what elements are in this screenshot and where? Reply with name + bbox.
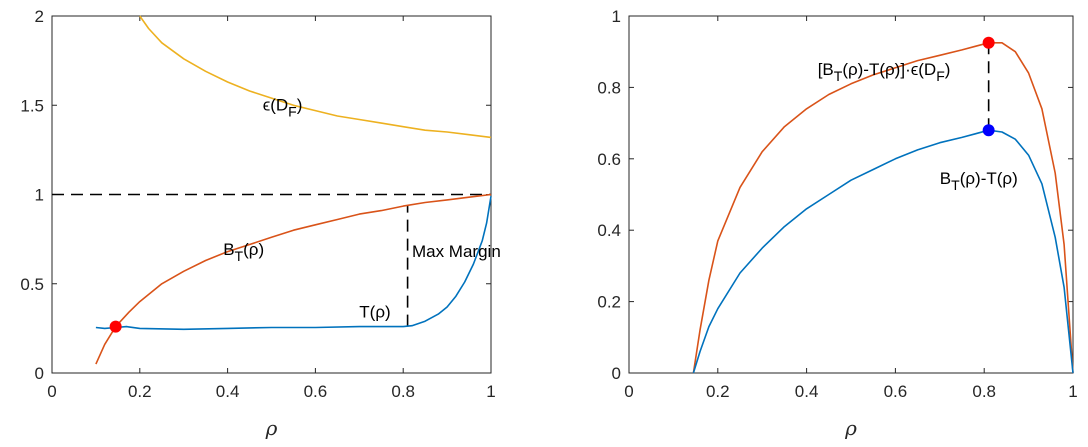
data-point-marker [109,320,122,333]
x-tick-label: 0.2 [706,382,730,401]
data-point-marker [982,36,995,49]
y-tick-label: 0.5 [20,275,44,294]
x-tick-label: 0.8 [391,382,415,401]
series-line-t [95,196,492,331]
series-line-diff [692,129,1074,374]
y-tick-label: 0.8 [597,78,621,97]
x-tick-label: 0.2 [128,382,152,401]
annotation-diff: BT(ρ)-T(ρ) [940,169,1018,193]
x-axis-label: ρ [265,416,278,440]
x-tick-label: 0.8 [972,382,996,401]
x-tick-label: 0 [624,382,633,401]
annotation-eps: ϵ(DF) [263,96,303,120]
x-tick-label: 0.4 [216,382,240,401]
y-tick-label: 1 [612,7,621,26]
series-line-bt [95,193,492,365]
right-chart: 0 0.2 0.4 0.6 0.8 1 0 0.2 0.4 0.6 0.8 1 ρ [BT(ρ)-T(ρ)… [597,7,1077,440]
x-tick-label: 0 [47,382,56,401]
y-tick-label: 1.5 [20,96,44,115]
x-tick-label: 1 [486,382,495,401]
left-chart: 0 0.2 0.4 0.6 0.8 1 0 0.5 1 1.5 2 ρ ϵ(DF) BT(ρ) Max Ma… [20,7,500,440]
data-point-marker [982,124,995,137]
x-axis-label: ρ [844,416,857,440]
y-tick-label: 0.4 [597,221,621,240]
y-tick-label: 0 [35,364,44,383]
y-tick-label: 0.6 [597,150,621,169]
x-tick-label: 0.6 [304,382,328,401]
y-tick-label: 1 [35,186,44,205]
x-tick-label: 0.6 [884,382,908,401]
y-tick-label: 2 [35,7,44,26]
series-line-product [692,42,1074,374]
series-line-epsilon [139,15,492,139]
x-tick-label: 1 [1068,382,1077,401]
axes-box [628,15,1074,374]
annotation-product: [BT(ρ)-T(ρ)]·ϵ(DF) [818,60,951,84]
annotation-maxmargin: Max Margin [412,242,501,261]
y-tick-label: 0.2 [597,293,621,312]
annotation-t: T(ρ) [359,303,390,322]
y-tick-label: 0 [612,364,621,383]
annotation-bt: BT(ρ) [223,240,264,264]
x-tick-label: 0.4 [795,382,819,401]
